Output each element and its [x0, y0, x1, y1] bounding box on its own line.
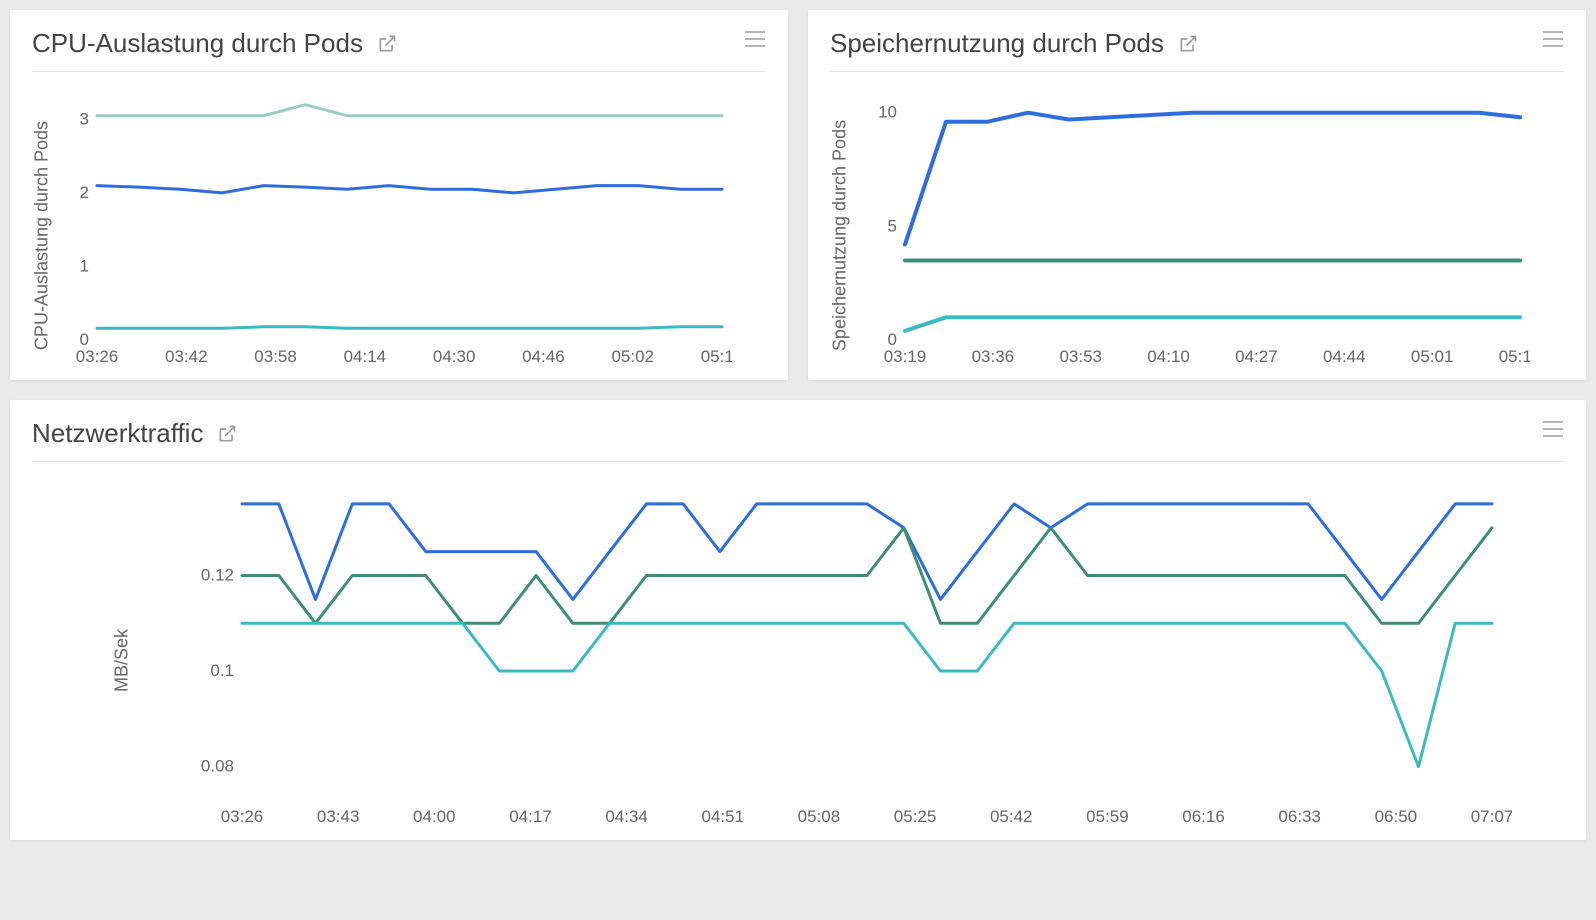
- cpu-card-title: CPU-Auslastung durch Pods: [32, 28, 363, 59]
- memory-plot-svg: 051003:1903:3603:5304:1004:2704:4405:010…: [830, 80, 1530, 370]
- svg-text:05:59: 05:59: [1086, 807, 1129, 826]
- svg-text:0.08: 0.08: [201, 757, 234, 776]
- svg-text:04:30: 04:30: [433, 347, 476, 366]
- svg-text:3: 3: [80, 109, 89, 128]
- network-chart: MB/Sek 0.08 0.1 0.12 03:26 03:43 04:00 04:17 04…: [32, 470, 1564, 830]
- memory-y-axis-label: Speichernutzung durch Pods: [830, 120, 851, 351]
- svg-text:05:25: 05:25: [894, 807, 937, 826]
- memory-chart: Speichernutzung durch Pods 051003:1903:3…: [830, 80, 1564, 370]
- svg-text:04:10: 04:10: [1147, 347, 1190, 366]
- cpu-plot-svg: 012303:2603:4203:5804:1404:3004:4605:020…: [32, 80, 732, 370]
- svg-text:04:00: 04:00: [413, 807, 456, 826]
- svg-text:05:42: 05:42: [990, 807, 1033, 826]
- cpu-chart: CPU-Auslastung durch Pods 012303:2603:42…: [32, 80, 766, 370]
- hamburger-menu-icon[interactable]: [1542, 30, 1564, 48]
- svg-text:5: 5: [888, 216, 897, 235]
- svg-text:04:27: 04:27: [1235, 347, 1278, 366]
- memory-card: Speichernutzung durch Pods Speichernutzu…: [808, 10, 1586, 380]
- svg-text:04:44: 04:44: [1323, 347, 1366, 366]
- top-row: CPU-Auslastung durch Pods CPU-Auslastung…: [10, 10, 1586, 380]
- svg-text:03:26: 03:26: [221, 807, 264, 826]
- cpu-y-axis-label: CPU-Auslastung durch Pods: [32, 121, 53, 350]
- network-card-title: Netzwerktraffic: [32, 418, 203, 449]
- svg-text:03:43: 03:43: [317, 807, 360, 826]
- svg-text:04:46: 04:46: [522, 347, 565, 366]
- hamburger-menu-icon[interactable]: [744, 30, 766, 48]
- cpu-card: CPU-Auslastung durch Pods CPU-Auslastung…: [10, 10, 788, 380]
- hamburger-menu-icon[interactable]: [1542, 420, 1564, 438]
- svg-text:05:02: 05:02: [611, 347, 654, 366]
- svg-text:05:01: 05:01: [1411, 347, 1454, 366]
- bottom-row: Netzwerktraffic MB/Sek 0.080.10.1203:260…: [10, 400, 1586, 840]
- svg-text:06:50: 06:50: [1375, 807, 1418, 826]
- network-card: Netzwerktraffic MB/Sek 0.080.10.1203:260…: [10, 400, 1586, 840]
- svg-text:0.1: 0.1: [210, 661, 234, 680]
- svg-text:06:33: 06:33: [1278, 807, 1321, 826]
- network-y-axis-label: MB/Sek: [112, 629, 133, 692]
- svg-text:03:42: 03:42: [165, 347, 208, 366]
- svg-text:05:18: 05:18: [1499, 347, 1530, 366]
- open-external-icon[interactable]: [377, 34, 397, 54]
- svg-text:05:18: 05:18: [701, 347, 732, 366]
- svg-text:04:34: 04:34: [605, 807, 648, 826]
- svg-text:04:14: 04:14: [344, 347, 387, 366]
- open-external-icon[interactable]: [1178, 34, 1198, 54]
- svg-text:04:17: 04:17: [509, 807, 552, 826]
- memory-card-header: Speichernutzung durch Pods: [830, 28, 1564, 72]
- svg-text:2: 2: [80, 183, 89, 202]
- svg-text:03:36: 03:36: [972, 347, 1015, 366]
- svg-text:10: 10: [878, 103, 897, 122]
- open-external-icon[interactable]: [217, 424, 237, 444]
- svg-text:0.12: 0.12: [201, 566, 234, 585]
- svg-text:03:58: 03:58: [254, 347, 297, 366]
- svg-text:03:26: 03:26: [76, 347, 119, 366]
- cpu-card-header: CPU-Auslastung durch Pods: [32, 28, 766, 72]
- memory-card-title: Speichernutzung durch Pods: [830, 28, 1164, 59]
- network-plot-svg: 0.08 0.1 0.12 03:26 03:43 04:00 04:17 04:34 04:5…: [32, 470, 1512, 830]
- svg-text:06:16: 06:16: [1182, 807, 1225, 826]
- svg-text:03:53: 03:53: [1059, 347, 1102, 366]
- svg-text:03:19: 03:19: [884, 347, 927, 366]
- svg-text:1: 1: [80, 256, 89, 275]
- svg-text:07:07: 07:07: [1471, 807, 1512, 826]
- network-card-header: Netzwerktraffic: [32, 418, 1564, 462]
- svg-text:04:51: 04:51: [701, 807, 744, 826]
- svg-text:05:08: 05:08: [798, 807, 841, 826]
